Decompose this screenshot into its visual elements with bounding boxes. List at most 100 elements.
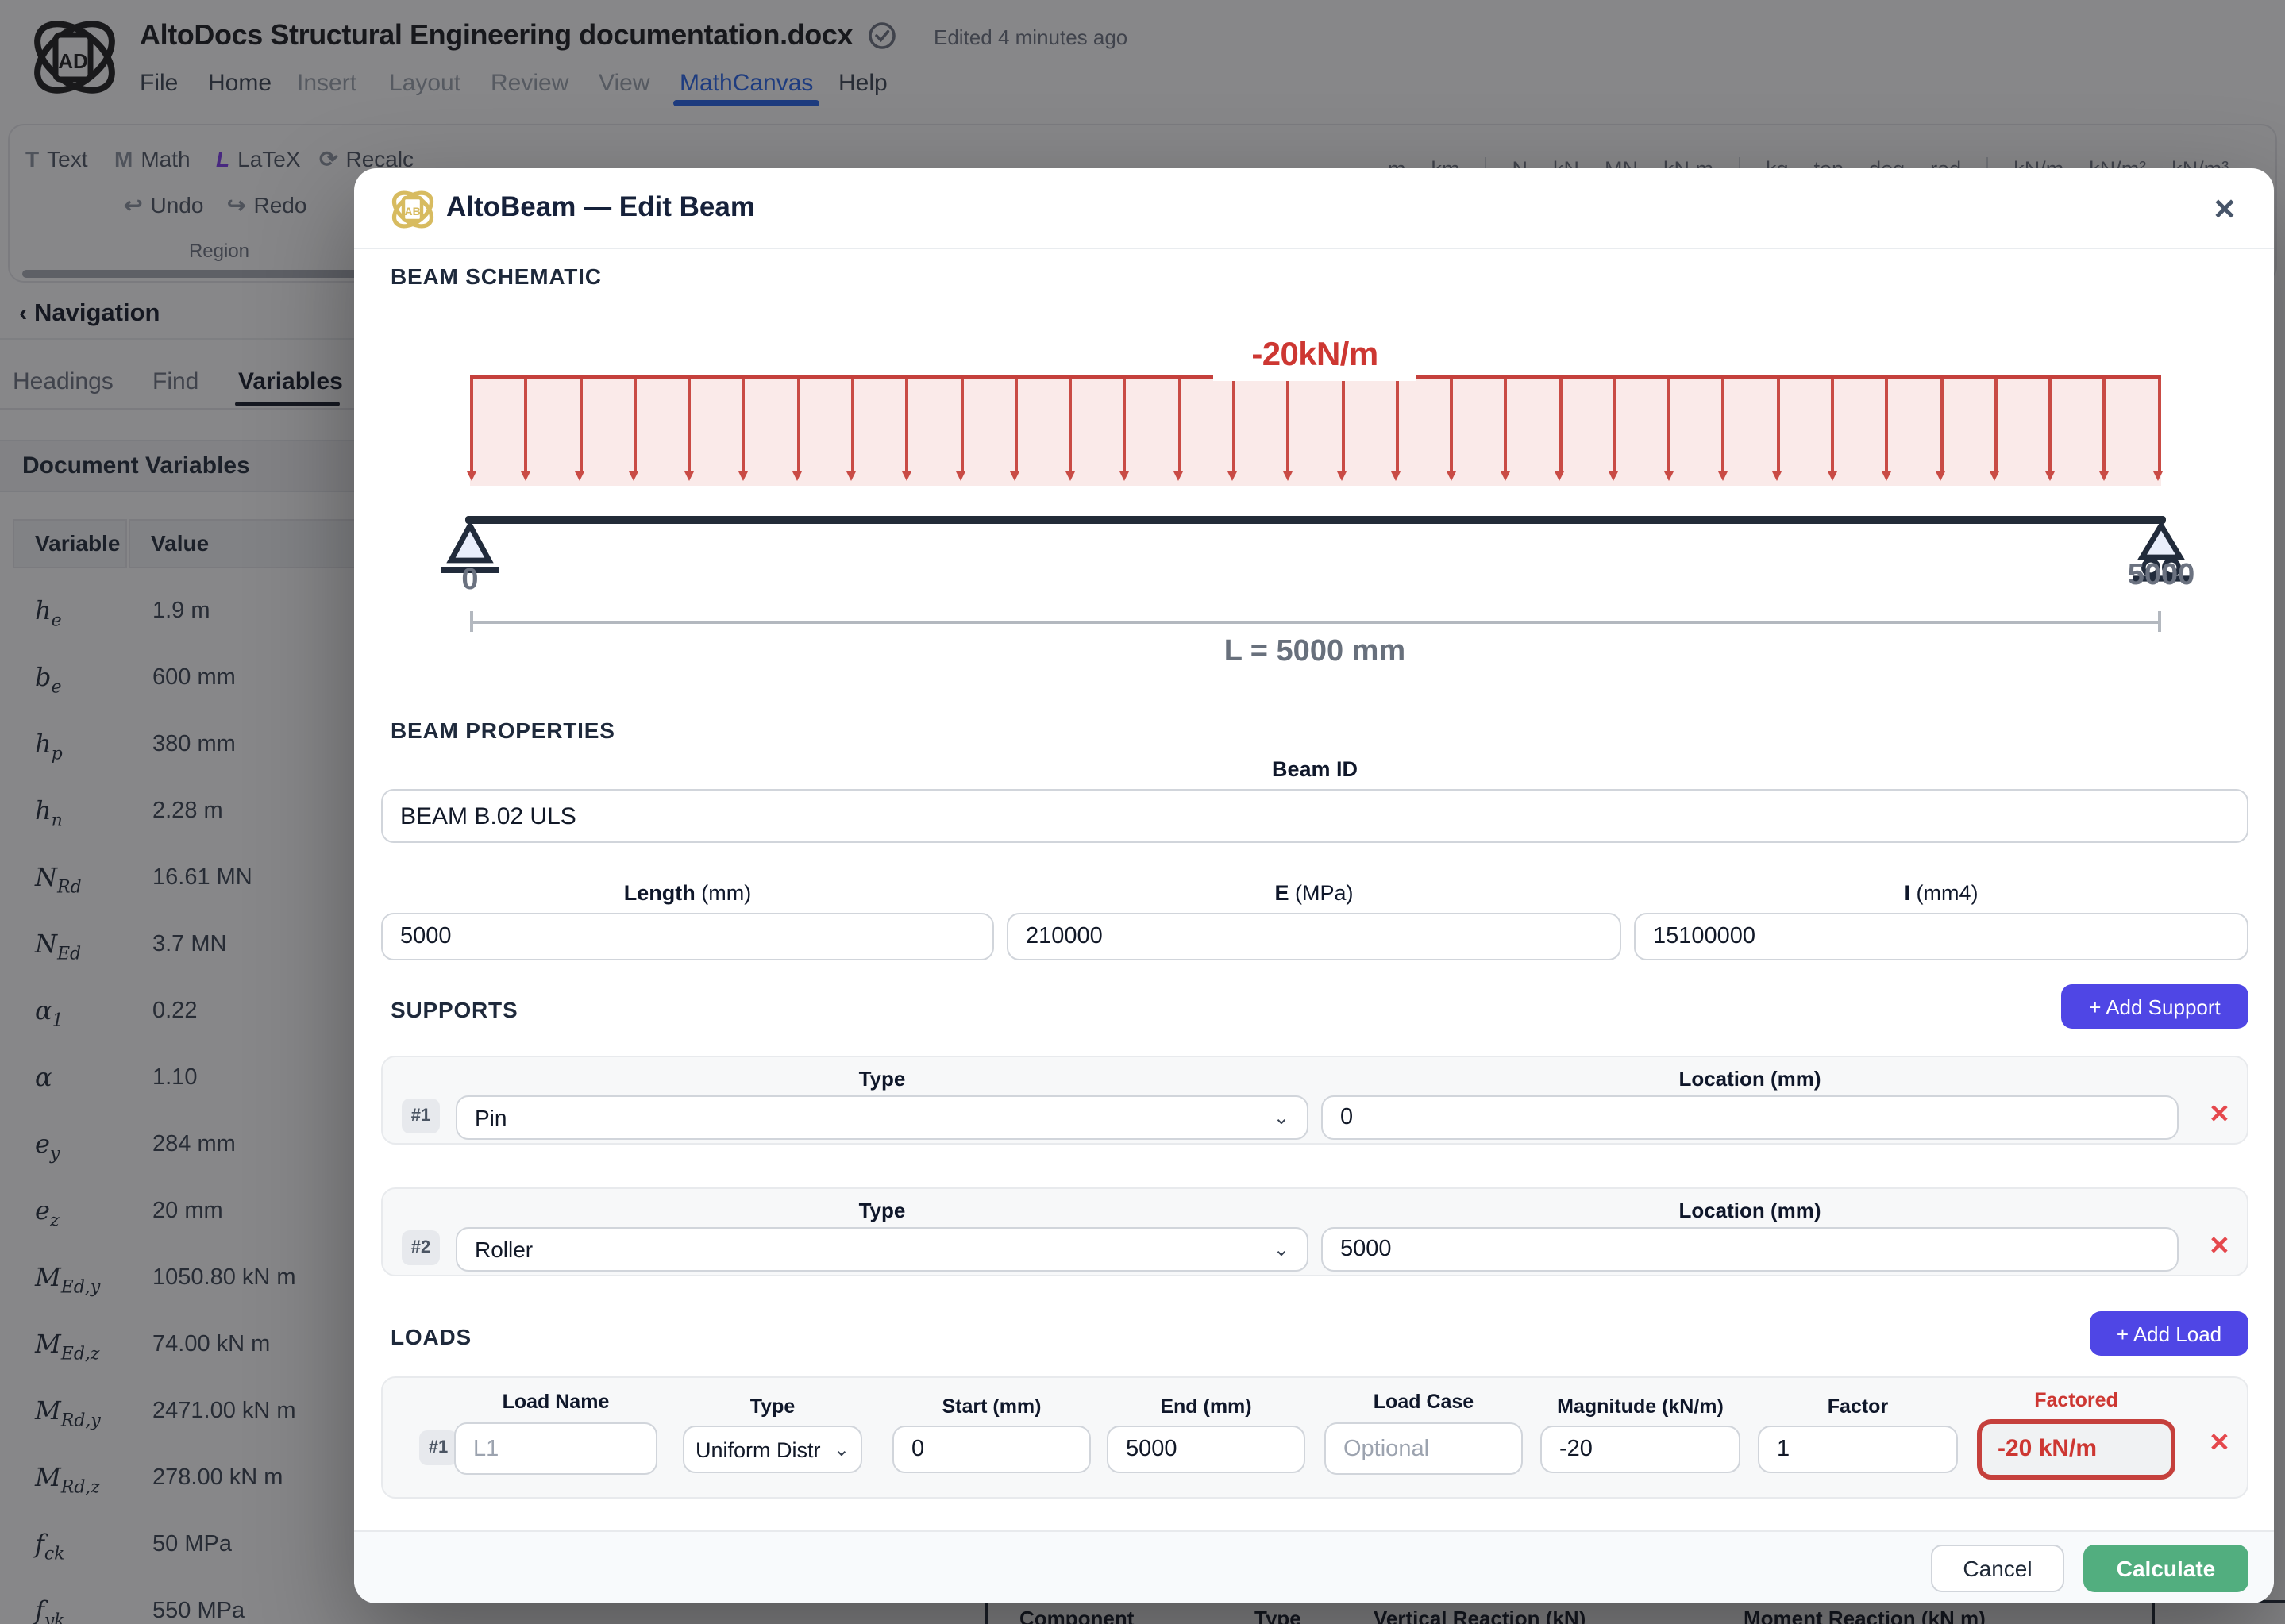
- beam-length-label: L = 5000 mm: [1223, 635, 1406, 668]
- add-support-button[interactable]: + Add Support: [2061, 984, 2248, 1029]
- chevron-down-icon: ⌄: [833, 1438, 850, 1460]
- distributed-load-region: [466, 375, 2164, 486]
- properties-heading: BEAM PROPERTIES: [391, 718, 615, 743]
- supports-heading: SUPPORTS: [391, 997, 518, 1022]
- factored-value-box: -20 kN/m: [1977, 1419, 2175, 1480]
- load-magnitude-label: -20kN/m: [1213, 329, 1416, 381]
- length-label: Length (mm): [623, 881, 752, 905]
- support-row: #2 Type Location (mm) Roller⌄ ✕: [381, 1187, 2248, 1276]
- support-location-label: Location (mm): [1678, 1199, 1821, 1222]
- calculate-button[interactable]: Calculate: [2083, 1545, 2248, 1592]
- load-factor-label: Factor: [1827, 1395, 1889, 1418]
- length-input[interactable]: [381, 913, 994, 960]
- dialog-footer: Cancel Calculate: [354, 1530, 2274, 1603]
- load-arrow: [1010, 379, 1020, 481]
- svg-text:AB: AB: [404, 205, 420, 217]
- inertia-input[interactable]: [1634, 913, 2248, 960]
- schematic-heading: BEAM SCHEMATIC: [391, 264, 602, 289]
- altobeam-edit-beam-dialog: AB AltoBeam — Edit Beam ✕ BEAM SCHEMATIC…: [354, 168, 2274, 1603]
- load-arrow: [1717, 379, 1728, 481]
- remove-support-icon[interactable]: ✕: [2209, 1233, 2230, 1260]
- load-case-input[interactable]: [1324, 1422, 1523, 1475]
- roller-support-icon: [2133, 522, 2190, 582]
- load-end-label: End (mm): [1160, 1395, 1252, 1418]
- dimension-line: [470, 621, 2161, 624]
- load-factor-input[interactable]: [1758, 1426, 1958, 1473]
- load-arrow: [2153, 379, 2164, 481]
- support-position-right: 5000: [2127, 559, 2195, 592]
- load-start-label: Start (mm): [942, 1395, 1042, 1418]
- load-arrow: [1827, 379, 1837, 481]
- support-index-badge: #2: [402, 1230, 440, 1265]
- load-arrow: [1282, 379, 1293, 481]
- load-arrow: [520, 379, 530, 481]
- load-arrow: [1227, 379, 1238, 481]
- support-type-label: Type: [858, 1199, 906, 1222]
- load-arrow: [1555, 379, 1565, 481]
- load-arrow: [1609, 379, 1619, 481]
- load-magnitude-col-label: Magnitude (kN/m): [1557, 1395, 1724, 1418]
- load-arrow: [2044, 379, 2055, 481]
- support-location-label: Location (mm): [1678, 1067, 1821, 1091]
- altobeam-logo: AB: [391, 190, 434, 229]
- load-arrow: [1065, 379, 1075, 481]
- load-arrow: [575, 379, 585, 481]
- load-factored-label: Factored: [2034, 1389, 2118, 1411]
- load-arrow: [1881, 379, 1891, 481]
- load-arrow: [684, 379, 694, 481]
- support-location-input[interactable]: [1321, 1095, 2179, 1140]
- chevron-down-icon: ⌄: [1273, 1238, 1289, 1260]
- load-arrow: [1772, 379, 1782, 481]
- load-end-input[interactable]: [1107, 1426, 1305, 1473]
- close-icon[interactable]: ✕: [2212, 194, 2237, 225]
- load-arrow: [792, 379, 803, 481]
- cancel-button[interactable]: Cancel: [1931, 1545, 2064, 1592]
- load-index-badge: #1: [419, 1430, 457, 1465]
- remove-load-icon[interactable]: ✕: [2209, 1430, 2230, 1457]
- load-arrow: [1990, 379, 2000, 481]
- support-row: #1 Type Location (mm) Pin⌄ ✕: [381, 1056, 2248, 1145]
- beam-line: [465, 516, 2166, 524]
- chevron-down-icon: ⌄: [1273, 1106, 1289, 1129]
- load-arrow: [629, 379, 639, 481]
- dialog-title: AltoBeam — Edit Beam: [446, 190, 755, 222]
- load-arrow: [1391, 379, 1401, 481]
- load-arrow: [1663, 379, 1674, 481]
- dialog-header: AB AltoBeam — Edit Beam ✕: [354, 168, 2274, 249]
- support-position-left: 0: [461, 564, 479, 597]
- load-arrow: [846, 379, 857, 481]
- load-arrow: [1446, 379, 1456, 481]
- load-start-input[interactable]: [892, 1426, 1091, 1473]
- beam-id-label: Beam ID: [1271, 757, 1358, 781]
- remove-support-icon[interactable]: ✕: [2209, 1102, 2230, 1129]
- beam-id-input[interactable]: [381, 789, 2248, 843]
- load-magnitude-input[interactable]: [1540, 1426, 1740, 1473]
- load-name-input[interactable]: [454, 1422, 657, 1475]
- load-case-label: Load Case: [1373, 1391, 1474, 1413]
- pin-support-icon: [441, 522, 499, 573]
- load-type-label: Type: [749, 1395, 796, 1418]
- e-modulus-label: E (MPa): [1274, 881, 1354, 905]
- support-index-badge: #1: [402, 1099, 440, 1133]
- load-arrow: [901, 379, 911, 481]
- loads-heading: LOADS: [391, 1324, 472, 1349]
- load-type-select[interactable]: Uniform Distr ⌄: [683, 1426, 862, 1473]
- support-location-input[interactable]: [1321, 1227, 2179, 1272]
- support-type-label: Type: [858, 1067, 906, 1091]
- support-type-select[interactable]: Pin ⌄: [456, 1095, 1308, 1140]
- add-load-button[interactable]: + Add Load: [2090, 1311, 2248, 1356]
- load-arrow: [1936, 379, 1946, 481]
- load-arrow: [2098, 379, 2109, 481]
- e-modulus-input[interactable]: [1007, 913, 1621, 960]
- load-arrow: [1173, 379, 1184, 481]
- load-arrow: [956, 379, 966, 481]
- load-arrow: [1119, 379, 1129, 481]
- support-type-select[interactable]: Roller ⌄: [456, 1227, 1308, 1272]
- load-arrow: [738, 379, 748, 481]
- inertia-label: I (mm4): [1904, 881, 1979, 905]
- load-name-label: Load Name: [502, 1391, 610, 1413]
- load-arrow: [466, 379, 476, 481]
- load-arrow: [1337, 379, 1347, 481]
- load-arrow: [1500, 379, 1510, 481]
